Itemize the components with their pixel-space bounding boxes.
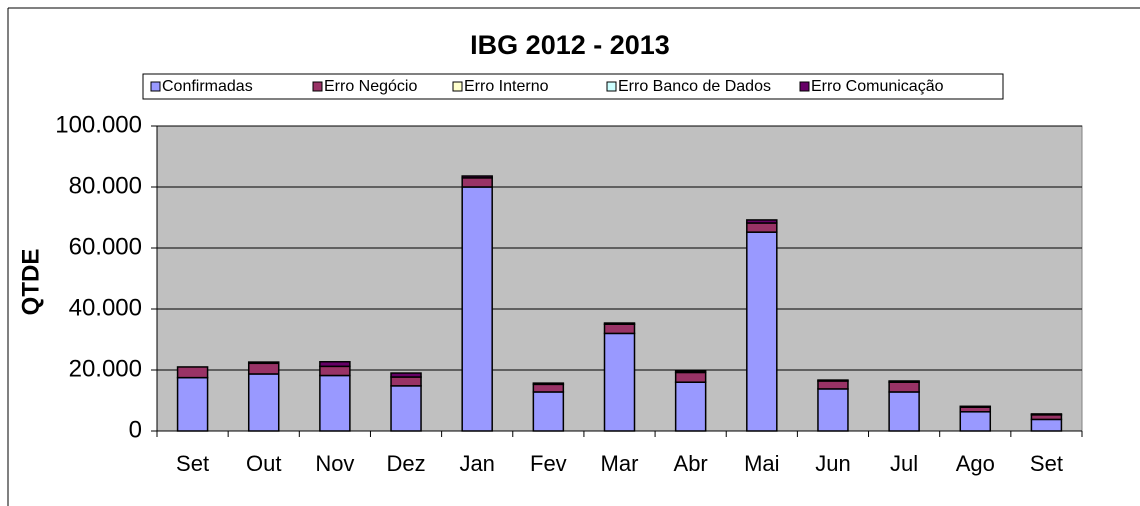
x-tick-label: Jul: [890, 451, 918, 476]
legend-label: Erro Interno: [464, 78, 549, 95]
x-tick-label: Dez: [386, 451, 425, 476]
bar-segment: [176, 376, 209, 432]
legend-label: Erro Comunicação: [811, 78, 944, 95]
bar-segment: [888, 380, 920, 383]
bar-segment: [603, 322, 636, 325]
bar-segment: [319, 374, 351, 432]
legend-box: [142, 73, 1004, 100]
bar-segment: [247, 373, 280, 432]
bar-segment: [461, 186, 493, 432]
x-tick-label: Abr: [674, 451, 708, 476]
x-tick-label: Set: [1030, 451, 1063, 476]
bar-segment: [176, 366, 209, 379]
x-tick-label: Jan: [459, 451, 494, 476]
bar-segment: [319, 361, 351, 368]
x-tick-label: Nov: [315, 451, 354, 476]
y-axis-label: QTDE: [17, 249, 44, 316]
legend-swatch: [452, 81, 463, 92]
legend-label: Erro Negócio: [324, 78, 417, 95]
legend-swatch: [312, 81, 323, 92]
legend-swatch: [150, 81, 161, 92]
bar-segment: [817, 380, 849, 390]
y-tick-label: 60.000: [69, 233, 142, 260]
bar-segment: [390, 372, 422, 378]
x-tick-label: Mai: [744, 451, 779, 476]
x-tick-label: Fev: [530, 451, 567, 476]
bar-segment: [959, 411, 992, 432]
bar-segment: [532, 383, 565, 393]
x-tick-label: Out: [246, 451, 281, 476]
bar-segment: [603, 323, 636, 335]
bar-segment: [532, 382, 565, 386]
y-tick-label: 0: [129, 416, 142, 443]
bar-segment: [817, 388, 849, 432]
bar-segment: [817, 379, 849, 382]
bar-segment: [461, 177, 493, 188]
bar-segment: [1030, 418, 1063, 432]
bar-segment: [888, 381, 920, 393]
bar-segment: [247, 361, 280, 365]
y-tick-label: 20.000: [69, 355, 142, 382]
x-tick-label: Ago: [956, 451, 995, 476]
bar-segment: [390, 385, 422, 432]
legend-label: Confirmadas: [162, 78, 253, 95]
x-tick-label: Jun: [815, 451, 850, 476]
legend-swatch: [799, 81, 810, 92]
bar-segment: [746, 222, 778, 233]
legend-label: Erro Banco de Dados: [618, 78, 771, 95]
y-tick-label: 80.000: [69, 172, 142, 199]
bar-segment: [746, 219, 778, 224]
bar-segment: [674, 381, 707, 432]
chart-title: IBG 2012 - 2013: [470, 30, 670, 60]
bar-segment: [959, 405, 992, 408]
bar-segment: [390, 376, 422, 387]
bar-segment: [603, 332, 636, 432]
bar-segment: [888, 391, 920, 432]
bar-segment: [674, 370, 707, 374]
y-tick-label: 40.000: [69, 294, 142, 321]
bar-segment: [461, 175, 493, 179]
bar-segment: [532, 391, 565, 432]
y-tick-label: 100.000: [55, 111, 142, 138]
bar-segment: [247, 362, 280, 375]
bar-segment: [674, 371, 707, 383]
bar-segment: [746, 231, 778, 432]
legend-swatch: [606, 81, 617, 92]
bar-segment: [319, 365, 351, 377]
bar-segment: [1030, 413, 1063, 416]
x-tick-label: Set: [176, 451, 209, 476]
x-tick-label: Mar: [601, 451, 639, 476]
